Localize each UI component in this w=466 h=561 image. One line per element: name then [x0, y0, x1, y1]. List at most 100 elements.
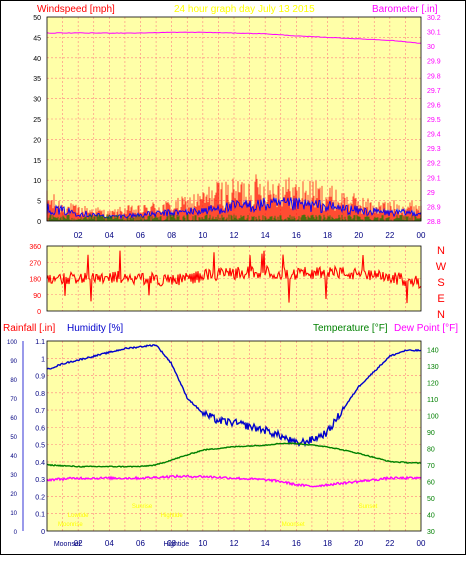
humidity-y-tick-label: 80: [10, 378, 17, 384]
barometer-y-tick-label: 30: [427, 44, 435, 51]
winddir-y-tick-label: 0: [37, 309, 41, 316]
dewpoint-series-line: [46, 474, 422, 488]
windspeed-y-tick-label: 5: [37, 199, 41, 206]
humidity-y-tick-label: 60: [10, 416, 17, 422]
humidity-series-line: [46, 344, 421, 448]
temperature-y-tick-label: 100: [427, 413, 439, 420]
rainfall-y-tick-label: 0.3: [35, 477, 45, 484]
windspeed-y-tick-label: 50: [33, 15, 41, 22]
humidity-y-tick-label: 20: [10, 492, 17, 498]
climate-panel-x-tick-label: 18: [323, 539, 332, 548]
humidity-y-tick-label: 30: [10, 473, 17, 479]
winddir-y-tick-label: 360: [29, 244, 41, 251]
barometer-y-tick-label: 29.3: [427, 146, 441, 153]
climate-panel-x-tick-label: 10: [198, 539, 207, 548]
wind-panel-x-tick-label: 14: [261, 231, 270, 240]
wind-panel-border: [46, 16, 422, 222]
barometer-y-tick-label: 28.8: [427, 219, 441, 226]
rainfall-y-tick-label: 0.6: [35, 425, 45, 432]
climate-panel-x-tick-label: 00: [417, 539, 426, 548]
barometer-y-tick-label: 28.9: [427, 204, 441, 211]
winddir-y-tick-label: 270: [29, 260, 41, 267]
windspeed-y-tick-label: 25: [33, 117, 41, 124]
event-annotation-hightide: Hightide: [161, 513, 184, 519]
climate-panel-background: [47, 341, 421, 531]
humidity-y-tick-label: 40: [10, 454, 17, 460]
climate-panel-x-tick-label: 16: [292, 539, 301, 548]
event-annotation-moonset: Moonset: [282, 522, 305, 528]
windspeed-y-tick-label: 40: [33, 56, 41, 63]
wind-direction-series-line: [46, 250, 422, 304]
windspeed-y-tick-label: 0: [37, 219, 41, 226]
temperature-y-tick-label: 80: [427, 446, 435, 453]
temperature-series-line: [46, 442, 422, 468]
climate-panel-x-tick-label: 08: [167, 539, 176, 548]
rainfall-y-tick-label: 0.1: [35, 512, 45, 519]
wind-panel-x-tick-label: 08: [167, 231, 176, 240]
barometer-y-tick-label: 29.8: [427, 73, 441, 80]
compass-label-2: S: [437, 277, 444, 289]
temperature-y-tick-label: 30: [427, 529, 435, 536]
humidity-axis-label: Humidity [%]: [67, 323, 123, 334]
climate-panel-x-tick-label: 22: [385, 539, 394, 548]
barometer-y-tick-label: 29.2: [427, 161, 441, 168]
wind-panel-x-tick-label: 00: [417, 231, 426, 240]
temperature-y-tick-label: 120: [427, 380, 439, 387]
windspeed-y-tick-label: 10: [33, 178, 41, 185]
bottom-event-label-hightide: Hightide: [163, 541, 189, 548]
temperature-y-tick-label: 90: [427, 430, 435, 437]
compass-label-4: N: [437, 309, 445, 321]
climate-panel-x-tick-label: 12: [230, 539, 239, 548]
barometer-y-tick-label: 29.1: [427, 175, 441, 182]
compass-label-3: E: [437, 293, 444, 305]
wind-panel-x-tick-label: 02: [74, 231, 83, 240]
wind-panel-x-tick-label: 18: [323, 231, 332, 240]
barometer-y-tick-label: 29.7: [427, 88, 441, 95]
rainfall-y-tick-label: 0.2: [35, 494, 45, 501]
temperature-y-tick-label: 60: [427, 479, 435, 486]
temperature-y-tick-label: 140: [427, 347, 439, 354]
barometer-y-tick-label: 29.6: [427, 102, 441, 109]
compass-label-0: N: [437, 245, 445, 257]
windspeed-y-tick-label: 45: [33, 35, 41, 42]
wind-panel-x-tick-label: 10: [198, 231, 207, 240]
event-annotation-sunrise: Sunrise: [132, 504, 153, 510]
windspeed-y-tick-label: 30: [33, 97, 41, 104]
windspeed-y-tick-label: 35: [33, 76, 41, 83]
wind-panel-x-tick-label: 22: [385, 231, 394, 240]
barometer-y-tick-label: 30.1: [427, 30, 441, 37]
barometer-series-line: [46, 31, 422, 44]
wind-panel-x-tick-label: 04: [105, 231, 114, 240]
barometer-y-tick-label: 29: [427, 190, 435, 197]
barometer-y-tick-label: 29.4: [427, 132, 441, 139]
humidity-y-tick-label: 10: [10, 511, 17, 517]
barometer-y-tick-label: 30.2: [427, 15, 441, 22]
winddir-panel-border: [46, 245, 422, 312]
barometer-y-tick-label: 29.5: [427, 117, 441, 124]
charts-layer: 0 5 10 15 20 25 30 35 40 45 50 28.8 28.9 29 29.1 29.2 29…: [7, 15, 447, 548]
humidity-y-tick-label: 50: [10, 435, 17, 441]
rainfall-axis-label: Rainfall [.in]: [3, 323, 55, 334]
event-annotation-lowtide: Lowtide: [68, 513, 89, 519]
wind-panel-x-tick-label: 20: [354, 231, 363, 240]
windspeed-y-tick-label: 15: [33, 158, 41, 165]
temperature-y-tick-label: 130: [427, 364, 439, 371]
event-annotation-sunset: Sunset: [359, 504, 378, 510]
event-annotation-moonrise: Moonrise: [58, 522, 83, 528]
rainfall-y-tick-label: 0.9: [35, 374, 45, 381]
windspeed-y-tick-label: 20: [33, 137, 41, 144]
climate-panel-x-tick-label: 02: [74, 539, 83, 548]
climate-panel-border: [46, 340, 422, 532]
dewpoint-axis-label: Dew Point [°F]: [394, 323, 458, 334]
climate-panel-x-tick-label: 14: [261, 539, 270, 548]
wind-panel-x-tick-label: 12: [230, 231, 239, 240]
bottom-event-label-moonset: Moonset: [54, 541, 81, 548]
wind-panel-x-tick-label: 16: [292, 231, 301, 240]
wind-panel-x-tick-label: 06: [136, 231, 145, 240]
windspeed-axis-label: Windspeed [mph]: [37, 4, 115, 15]
rainfall-y-tick-label: 0.4: [35, 460, 45, 467]
barometer-y-tick-label: 29.9: [427, 59, 441, 66]
climate-panel-x-tick-label: 20: [354, 539, 363, 548]
